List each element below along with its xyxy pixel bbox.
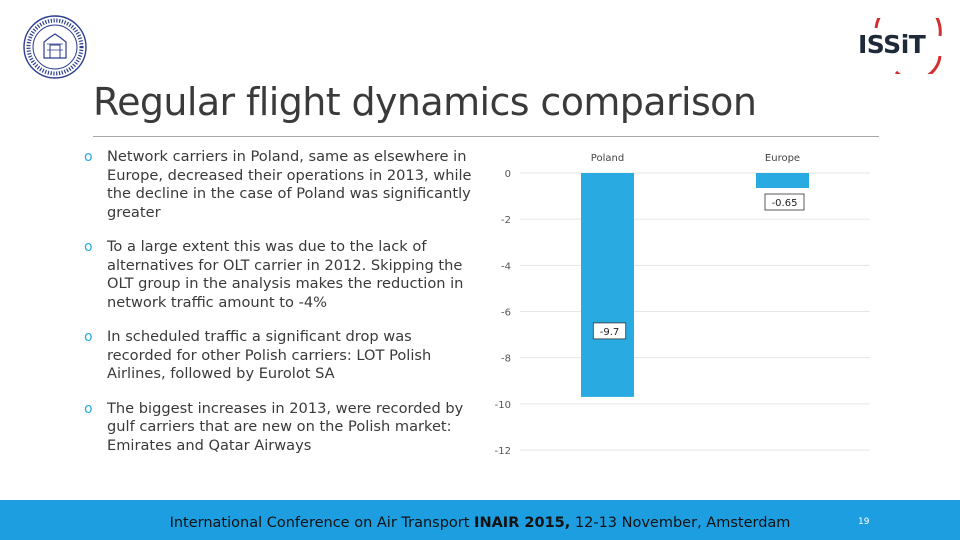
title-divider	[93, 136, 879, 137]
bullet-circle-icon: o	[84, 400, 93, 417]
footer-bar: International Conference on Air Transpor…	[0, 500, 960, 540]
bullet-list: o Network carriers in Poland, same as el…	[84, 148, 476, 471]
bullet-item: o The biggest increases in 2013, were re…	[84, 400, 476, 456]
bar	[756, 173, 809, 189]
data-label: -9.7	[600, 327, 620, 338]
y-tick-label: -2	[501, 215, 511, 226]
y-tick-label: -10	[495, 400, 511, 411]
bullet-circle-icon: o	[84, 329, 93, 345]
footer-event: INAIR 2015,	[474, 515, 571, 531]
bullet-text: In scheduled traffic a significant drop …	[107, 328, 432, 382]
y-tick-label: -6	[501, 308, 511, 319]
footer-suffix: 12-13 November, Amsterdam	[570, 515, 791, 531]
bar-chart: 0 -2 -4 -6 -8 -10 -12 Poland -9.7 Europe -0.65	[495, 153, 870, 457]
data-label-box	[592, 322, 627, 340]
bullet-text: To a large extent this was due to the la…	[107, 238, 464, 311]
data-label: -0.65	[772, 198, 798, 209]
y-tick-label: -12	[495, 446, 511, 457]
category-label: Poland	[591, 153, 624, 164]
bullet-item: o Network carriers in Poland, same as el…	[84, 148, 476, 222]
category-label: Europe	[765, 153, 800, 164]
bullet-item: o To a large extent this was due to the …	[84, 238, 476, 312]
logo-wordmark: ISSiT	[858, 30, 926, 59]
footer-text: International Conference on Air Transpor…	[0, 515, 960, 531]
page-title: Regular flight dynamics comparison	[93, 80, 757, 124]
bullet-circle-icon: o	[84, 239, 93, 255]
y-tick-label: -4	[501, 261, 511, 272]
university-seal-icon	[23, 15, 87, 79]
issit-logo	[874, 18, 942, 74]
bullet-circle-icon: o	[84, 149, 93, 165]
footer-prefix: International Conference on Air Transpor…	[169, 515, 475, 531]
data-label-box	[764, 193, 805, 211]
bullet-item: o In scheduled traffic a significant dro…	[84, 328, 476, 384]
bullet-text: Network carriers in Poland, same as else…	[107, 148, 472, 221]
y-tick-label: 0	[505, 169, 511, 180]
y-tick-label: -8	[501, 354, 511, 365]
bullet-text: The biggest increases in 2013, were reco…	[107, 399, 464, 454]
page-number: 19	[858, 517, 870, 527]
bar	[581, 173, 634, 397]
